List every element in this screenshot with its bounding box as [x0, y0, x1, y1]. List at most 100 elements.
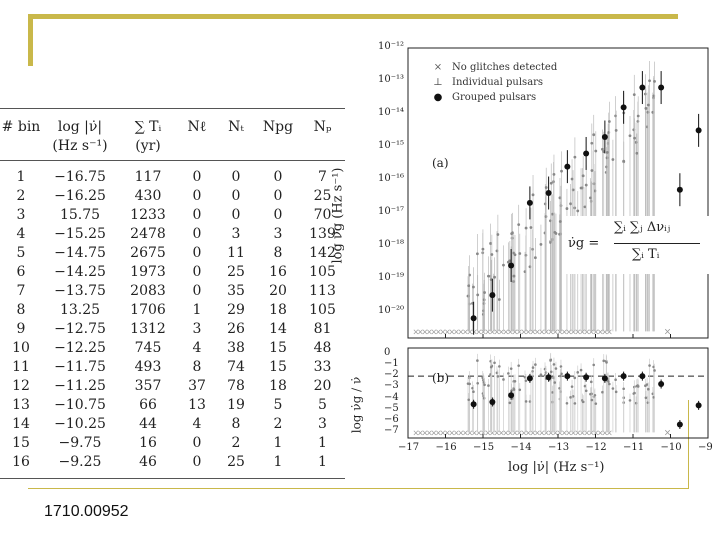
- no-glitch-marker: ×: [570, 428, 577, 437]
- table-row: 10 −12.25 745 4 38 15 48: [0, 339, 345, 358]
- individual-point: [467, 284, 471, 288]
- table-cell: 25: [227, 454, 245, 470]
- table-cell: 25: [313, 188, 332, 204]
- individual-point: [653, 369, 656, 372]
- table-cell: 0: [192, 264, 202, 280]
- grouped-point: [676, 421, 683, 428]
- individual-point: [560, 169, 563, 173]
- header-text: log |ν̇|: [57, 119, 103, 135]
- table-row: 7 −13.75 2083 0 35 20 113: [0, 282, 345, 301]
- header-unit: (yr): [135, 138, 161, 154]
- header-text: ∑ Tᵢ: [134, 119, 162, 135]
- individual-point: [476, 293, 480, 297]
- individual-point: [581, 174, 585, 178]
- individual-point: [524, 400, 528, 403]
- table-cell: 0: [273, 207, 283, 223]
- individual-point: [633, 136, 636, 140]
- no-glitch-marker: ×: [606, 327, 613, 336]
- x-tick-label: −15: [473, 442, 495, 453]
- no-glitch-marker: ×: [584, 327, 591, 336]
- table-cell: 26: [227, 321, 245, 337]
- table-cell: 0: [192, 245, 202, 261]
- no-glitch-marker: ×: [579, 428, 586, 437]
- individual-point: [571, 395, 575, 398]
- no-glitch-marker: ×: [552, 327, 559, 336]
- no-glitch-marker: ×: [593, 428, 600, 437]
- no-glitch-marker: ×: [570, 327, 577, 336]
- no-glitch-marker: ×: [494, 428, 501, 437]
- no-glitch-marker: ×: [507, 327, 514, 336]
- no-glitch-marker: ×: [453, 327, 460, 336]
- individual-point: [602, 359, 606, 363]
- table-cell: 0: [192, 283, 202, 299]
- no-glitch-marker: ×: [449, 428, 456, 437]
- grouped-point: [695, 127, 702, 134]
- no-glitch-marker: ×: [453, 428, 460, 437]
- individual-point: [601, 147, 604, 151]
- table-cell: 8: [231, 416, 241, 432]
- individual-point: [628, 134, 632, 138]
- y-tick-label-a: 10⁻¹⁸: [378, 238, 405, 250]
- x-tick-label: −14: [510, 442, 532, 453]
- table-header-rule: [0, 160, 345, 161]
- individual-point: [496, 375, 500, 378]
- individual-point: [569, 202, 572, 206]
- no-glitch-marker: ×: [444, 327, 451, 336]
- no-glitch-marker: ×: [516, 327, 523, 336]
- grouped-point: [620, 373, 627, 380]
- individual-point: [608, 382, 611, 386]
- y-tick-label-a: 10⁻¹²: [378, 41, 405, 52]
- no-glitch-marker: ×: [498, 327, 505, 336]
- grouped-point: [601, 375, 608, 382]
- individual-point: [589, 380, 593, 384]
- individual-point: [607, 131, 611, 134]
- grouped-point: [658, 381, 665, 387]
- table-row: 3 15.75 1233 0 0 0 70: [0, 206, 345, 225]
- table-header-cell: Npg: [256, 118, 300, 158]
- grouped-point: [695, 402, 702, 409]
- table-cell: 3: [273, 226, 283, 242]
- table-cell: 9: [16, 321, 26, 337]
- individual-point: [534, 363, 537, 366]
- table-cell: 1973: [130, 264, 166, 280]
- x-tick-label: −17: [398, 442, 420, 453]
- grouped-point: [583, 150, 590, 157]
- formula-bar: [614, 243, 700, 244]
- individual-point: [554, 367, 558, 370]
- table-cell: 357: [134, 378, 162, 394]
- table-cell: 2: [231, 435, 241, 451]
- no-glitch-marker: ×: [435, 327, 442, 336]
- no-glitch-marker: ×: [575, 428, 582, 437]
- table-cell: 0: [192, 169, 202, 185]
- table-cell: 78: [227, 378, 245, 394]
- individual-point: [482, 396, 486, 400]
- table-header-cell: log |ν̇| (Hz s⁻¹): [42, 118, 118, 158]
- table-cell: 2675: [130, 245, 166, 261]
- no-glitch-marker: ×: [516, 428, 523, 437]
- table-cell: 81: [313, 321, 332, 337]
- individual-point: [632, 93, 636, 97]
- table-cell: 0: [192, 435, 202, 451]
- no-glitch-marker: ×: [422, 428, 429, 437]
- individual-point: [490, 253, 494, 256]
- individual-point: [646, 103, 650, 107]
- individual-point: [570, 177, 574, 181]
- table-cell: −9.75: [58, 435, 102, 451]
- no-glitch-marker: ×: [530, 327, 537, 336]
- table-row: 8 13.25 1706 1 29 18 105: [0, 301, 345, 320]
- table-cell: 0: [192, 207, 202, 223]
- individual-point: [605, 361, 608, 364]
- individual-point: [467, 398, 470, 402]
- table-cell: 142: [309, 245, 336, 261]
- x-tick-label: −10: [660, 442, 682, 453]
- individual-point: [472, 390, 475, 393]
- individual-point: [614, 114, 618, 118]
- y-tick-label-a: 10⁻²⁰: [378, 304, 405, 316]
- individual-point: [476, 381, 479, 385]
- no-glitch-marker: ×: [548, 428, 555, 437]
- table-cell: 16: [12, 454, 30, 470]
- no-glitch-marker: ×: [449, 327, 456, 336]
- table-row: 9 −12.75 1312 3 26 14 81: [0, 320, 345, 339]
- individual-point: [605, 150, 609, 154]
- table-cell: 20: [313, 378, 332, 394]
